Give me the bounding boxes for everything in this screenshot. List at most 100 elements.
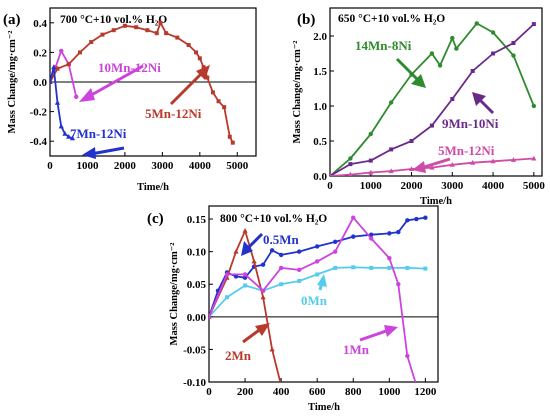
data-point: [510, 157, 517, 162]
x-tick-label: 800: [345, 386, 362, 398]
data-point: [423, 266, 428, 271]
data-point: [387, 265, 392, 270]
data-point: [77, 50, 82, 55]
data-point: [66, 62, 71, 67]
data-point: [470, 159, 476, 165]
y-tick-label: -0.10: [183, 377, 206, 389]
data-point: [296, 249, 302, 254]
x-tick-label: 0: [47, 160, 53, 172]
annotation-10mn-12ni: 10Mn-12Ni: [98, 60, 161, 75]
panel-a-x-ticks: 0 1000 2000 3000 4000 5000: [47, 152, 249, 172]
panel-b-ylabel: Mass Change/mg·cm⁻²: [292, 41, 303, 144]
panel-a-label: (a): [3, 12, 21, 28]
data-point: [511, 41, 516, 45]
data-point: [260, 288, 266, 293]
data-point: [233, 248, 239, 254]
data-point: [429, 51, 435, 56]
data-point: [62, 131, 68, 136]
data-point: [429, 164, 435, 170]
panel-b-label: (b): [297, 12, 315, 28]
data-point: [368, 131, 373, 137]
y-tick-label: 1.5: [313, 66, 327, 78]
y-tick-label: -0.4: [30, 136, 48, 148]
data-point: [387, 255, 392, 261]
data-point: [134, 25, 139, 30]
data-point: [333, 249, 338, 254]
data-point: [351, 234, 356, 239]
series-9mn-10ni: [330, 22, 536, 176]
data-point: [186, 43, 191, 47]
data-point: [450, 97, 455, 101]
x-tick-label: 1000: [360, 180, 383, 192]
data-point: [216, 99, 221, 104]
x-tick-label: 200: [237, 386, 254, 398]
data-point: [51, 64, 57, 70]
annotation-5mn-12ni-b: 5Mn-12Ni: [438, 143, 495, 158]
data-point: [260, 262, 266, 267]
arrowhead-14mn-8ni: [411, 74, 426, 88]
data-point: [423, 215, 428, 220]
data-point: [474, 21, 479, 26]
data-point: [243, 283, 248, 288]
data-point: [242, 227, 248, 233]
data-point: [369, 236, 374, 241]
x-tick-label: 2000: [114, 160, 137, 172]
data-point: [89, 40, 94, 45]
panel-c-x-ticks: 0 200 400 600 800 1000 1200: [206, 378, 437, 398]
panel-c-series: [209, 215, 438, 382]
annotation-14mn-8ni: 14Mn-8Ni: [355, 38, 412, 53]
series-7mn-12ni: [50, 64, 76, 141]
x-tick-label: 3000: [151, 160, 174, 172]
y-tick-label: 0.10: [187, 247, 207, 259]
annotation-9mn-10ni: 9Mn-10Ni: [442, 116, 499, 131]
arrowhead-7mn-12ni: [82, 147, 96, 159]
data-point: [470, 69, 475, 73]
data-point: [69, 135, 76, 141]
data-point: [368, 169, 374, 175]
data-point: [351, 215, 356, 220]
data-point: [201, 65, 206, 70]
data-point: [194, 50, 199, 55]
data-point: [111, 28, 116, 33]
data-point: [122, 23, 127, 28]
arrow-10mn-12ni: [85, 64, 144, 100]
data-point: [405, 218, 410, 223]
data-point: [158, 20, 163, 25]
data-point: [154, 31, 159, 36]
panel-c-arrows: [241, 232, 398, 344]
y-tick-label: 2.0: [313, 31, 327, 43]
series-line-5mn-12ni: [50, 21, 234, 144]
data-point: [242, 272, 248, 277]
data-point: [66, 133, 72, 139]
data-point: [454, 46, 459, 51]
x-tick-label: 4000: [482, 180, 505, 192]
panel-b-xlabel: Time/h: [420, 196, 452, 207]
data-point: [315, 272, 320, 277]
arrow-14mn-8ni: [395, 57, 422, 84]
data-point: [145, 28, 150, 33]
data-point: [330, 173, 332, 176]
data-point: [74, 94, 79, 100]
series-5mn-12ni: [50, 20, 235, 145]
data-point: [314, 244, 320, 249]
x-tick-label: 5000: [226, 160, 249, 172]
panel-c: (c) 800 °C+10 vol.% H₂O 0 200 400 600 800 100…: [147, 205, 439, 413]
data-point: [450, 35, 455, 41]
data-point: [531, 22, 536, 27]
arrow-0-5mn: [245, 232, 264, 251]
data-point: [205, 75, 210, 80]
data-point: [388, 168, 394, 174]
data-point: [437, 63, 443, 68]
data-point: [396, 229, 401, 235]
data-point: [260, 294, 266, 300]
panel-c-ylabel: Mass Change/mg·cm⁻²: [169, 243, 180, 346]
y-tick-label: 0.00: [187, 312, 207, 324]
arrowhead-5mn-12ni-a: [196, 65, 210, 80]
arrowhead-0-5mn: [241, 241, 253, 256]
x-tick-label: 0: [327, 180, 333, 192]
data-point: [490, 30, 496, 35]
arrowhead-5mn-12ni-b: [412, 161, 426, 173]
data-point: [351, 265, 356, 270]
data-point: [164, 31, 169, 36]
